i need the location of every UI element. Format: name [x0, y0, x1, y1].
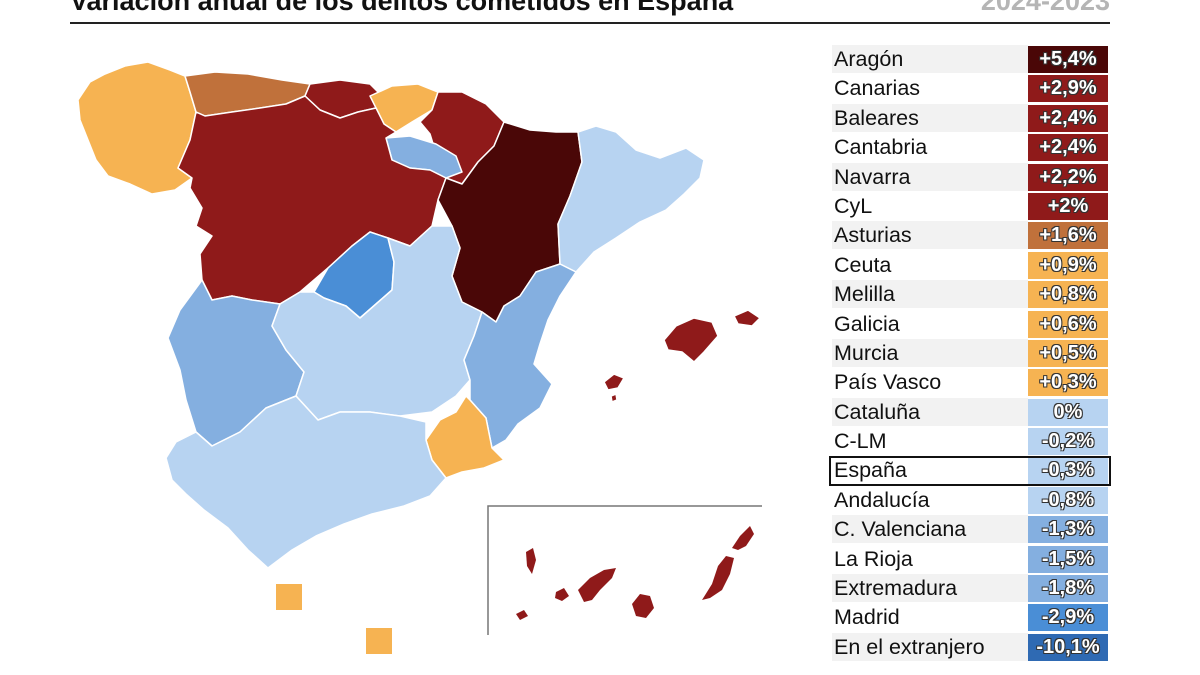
- region-name: C-LM: [832, 427, 1028, 456]
- region-name: CyL: [832, 191, 1028, 220]
- region-value: -0,2%: [1028, 428, 1108, 456]
- spain-map: [77, 61, 762, 654]
- region-value: -1,8%: [1028, 575, 1108, 603]
- table-row: Extremadura -1,8%: [832, 574, 1108, 603]
- table-row: En el extranjero -10,1%: [832, 632, 1108, 662]
- table-row: Cataluña 0%: [832, 397, 1108, 427]
- region-value: +0,9%: [1028, 251, 1108, 279]
- region-galicia[interactable]: [77, 61, 197, 195]
- region-value: +0,3%: [1028, 369, 1108, 397]
- region-ibiza[interactable]: [603, 373, 625, 391]
- table-row: Baleares +2,4%: [832, 103, 1108, 133]
- table-row: España -0,3%: [829, 456, 1111, 487]
- canarias-inset-frame: [487, 505, 762, 635]
- region-value: +0,8%: [1028, 281, 1108, 309]
- table-row: Murcia +0,5%: [832, 338, 1108, 368]
- region-name: Madrid: [832, 603, 1028, 632]
- region-value: +2,9%: [1028, 75, 1108, 103]
- island-lanzarote[interactable]: [732, 526, 754, 550]
- table-row: Melilla +0,8%: [832, 280, 1108, 309]
- table-row: Aragón +5,4%: [832, 45, 1108, 74]
- region-value: -0,3%: [1028, 457, 1108, 485]
- region-name: Asturias: [832, 221, 1028, 250]
- island-la-gomera[interactable]: [555, 588, 569, 601]
- region-name: Baleares: [832, 103, 1028, 132]
- island-tenerife[interactable]: [578, 568, 616, 602]
- region-value: -1,5%: [1028, 545, 1108, 573]
- region-value: -0,8%: [1028, 486, 1108, 514]
- region-name: Murcia: [832, 338, 1028, 367]
- island-el-hierro[interactable]: [516, 610, 528, 620]
- region-value: +5,4%: [1028, 46, 1108, 73]
- region-value: +1,6%: [1028, 222, 1108, 250]
- region-value: -1,3%: [1028, 516, 1108, 544]
- region-cataluna[interactable]: [557, 125, 705, 273]
- island-fuerteventura[interactable]: [702, 556, 734, 600]
- header: Variación anual de los delitos cometidos…: [70, 0, 1110, 22]
- table-row: Andalucía -0,8%: [832, 485, 1108, 515]
- island-gran-canaria[interactable]: [632, 594, 654, 618]
- island-la-palma[interactable]: [526, 548, 536, 574]
- region-name: Cataluña: [832, 397, 1028, 426]
- region-name: Cantabria: [832, 133, 1028, 162]
- region-name: España: [832, 456, 1028, 485]
- region-name: C. Valenciana: [832, 515, 1028, 544]
- table-row: Madrid -2,9%: [832, 603, 1108, 632]
- region-name: La Rioja: [832, 544, 1028, 573]
- region-name: Aragón: [832, 45, 1028, 73]
- table-row: País Vasco +0,3%: [832, 368, 1108, 397]
- region-comunidad-valenciana[interactable]: [463, 263, 577, 449]
- region-name: País Vasco: [832, 368, 1028, 397]
- year-range: 2024-2023: [980, 0, 1110, 16]
- region-name: En el extranjero: [832, 632, 1028, 661]
- region-value: -2,9%: [1028, 604, 1108, 632]
- table-row: Cantabria +2,4%: [832, 133, 1108, 162]
- region-name: Extremadura: [832, 574, 1028, 603]
- region-value: 0%: [1028, 398, 1108, 426]
- table-row: Galicia +0,6%: [832, 309, 1108, 339]
- table-row: Canarias +2,9%: [832, 74, 1108, 103]
- region-name: Ceuta: [832, 250, 1028, 279]
- table-row: C-LM -0,2%: [832, 427, 1108, 456]
- chart-title: Variación anual de los delitos cometidos…: [70, 0, 734, 16]
- table-row: Navarra +2,2%: [832, 162, 1108, 192]
- table-row: La Rioja -1,5%: [832, 544, 1108, 574]
- table-row: CyL +2%: [832, 191, 1108, 221]
- region-name: Galicia: [832, 309, 1028, 338]
- region-name: Andalucía: [832, 485, 1028, 514]
- region-value: +2,4%: [1028, 104, 1108, 132]
- region-value: +2%: [1028, 192, 1108, 220]
- region-mallorca[interactable]: [663, 317, 719, 363]
- region-value: +0,5%: [1028, 339, 1108, 367]
- region-value: +2,4%: [1028, 134, 1108, 162]
- table-row: Ceuta +0,9%: [832, 250, 1108, 280]
- region-andalucia[interactable]: [165, 395, 447, 569]
- region-formentera[interactable]: [610, 393, 618, 403]
- region-menorca[interactable]: [733, 309, 761, 327]
- ranking-table: Aragón +5,4% Canarias +2,9% Baleares +2,4% Can…: [829, 45, 1111, 662]
- region-value: +0,6%: [1028, 310, 1108, 338]
- region-value: +2,2%: [1028, 163, 1108, 191]
- table-row: C. Valenciana -1,3%: [832, 515, 1108, 544]
- region-name: Navarra: [832, 162, 1028, 191]
- region-value: -10,1%: [1028, 633, 1108, 661]
- region-name: Melilla: [832, 280, 1028, 309]
- region-melilla[interactable]: [366, 628, 392, 654]
- table-row: Asturias +1,6%: [832, 221, 1108, 250]
- region-name: Canarias: [832, 74, 1028, 103]
- header-divider: [70, 22, 1110, 24]
- region-ceuta[interactable]: [276, 584, 302, 610]
